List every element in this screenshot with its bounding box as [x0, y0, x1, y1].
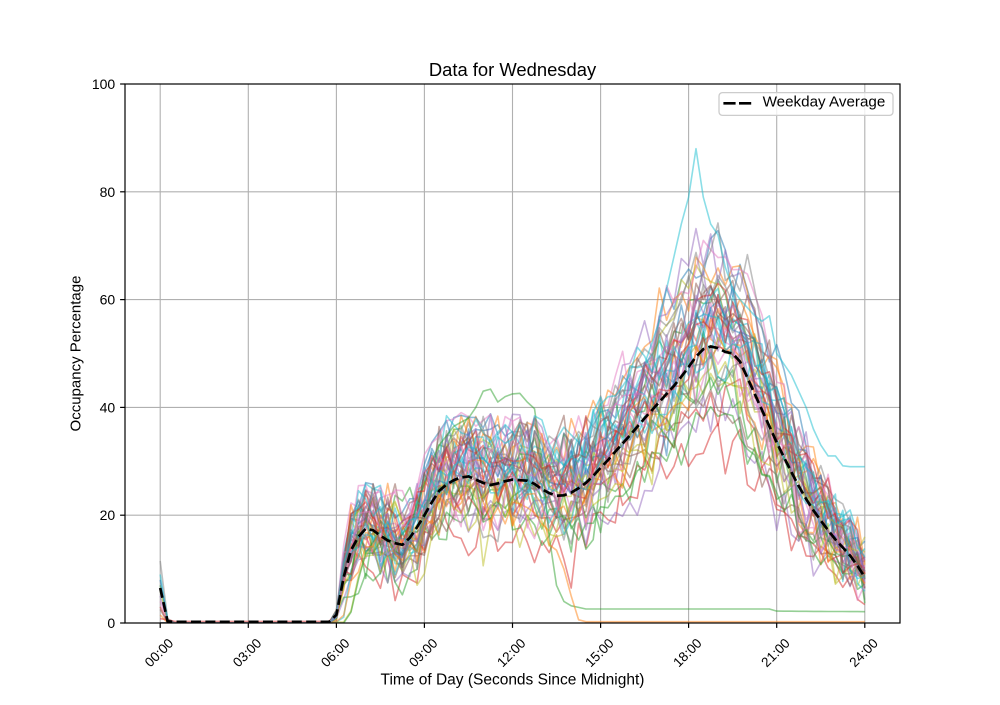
svg-text:40: 40 — [100, 399, 116, 415]
svg-text:Weekday Average: Weekday Average — [763, 93, 886, 110]
svg-text:Data for Wednesday: Data for Wednesday — [429, 59, 597, 80]
svg-text:20: 20 — [100, 507, 116, 523]
svg-text:100: 100 — [92, 76, 116, 92]
svg-text:Occupancy Percentage: Occupancy Percentage — [68, 276, 85, 432]
svg-text:Time of Day (Seconds Since Mid: Time of Day (Seconds Since Midnight) — [381, 671, 645, 688]
svg-text:60: 60 — [100, 292, 116, 308]
svg-text:0: 0 — [107, 615, 115, 631]
svg-text:80: 80 — [100, 184, 116, 200]
